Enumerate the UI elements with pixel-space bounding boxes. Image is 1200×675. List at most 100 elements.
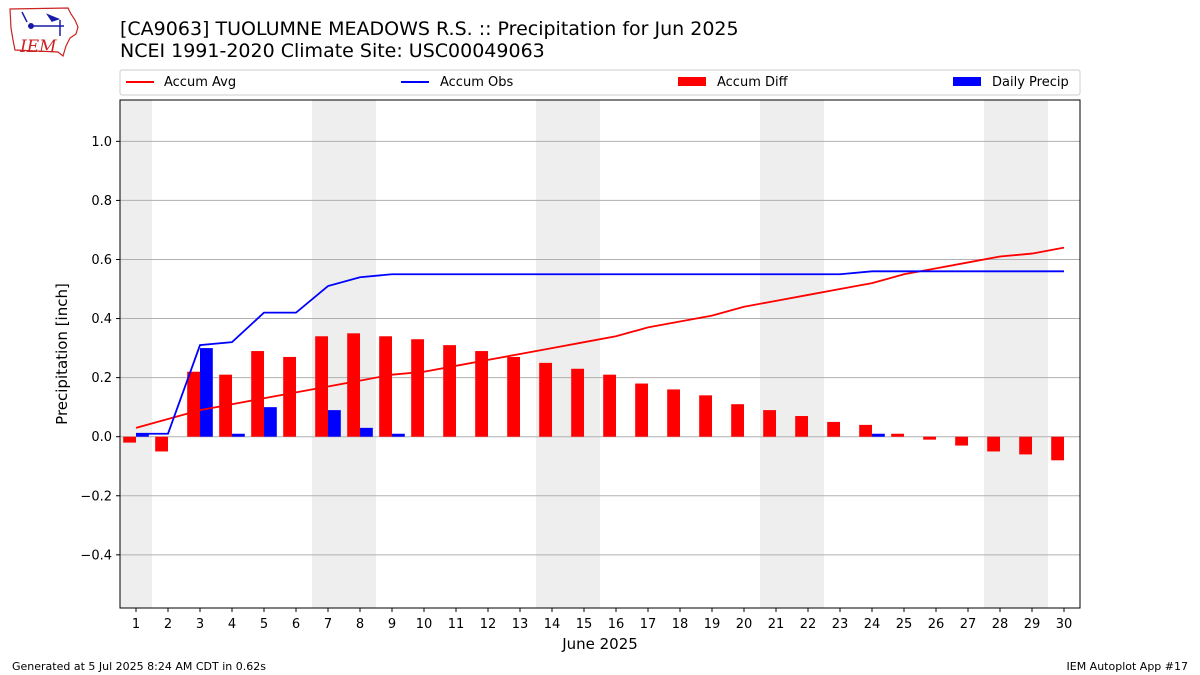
line-accum-obs xyxy=(136,270,1064,435)
bar-accum-diff-day-8 xyxy=(347,333,360,437)
bar-accum-diff-day-20 xyxy=(731,404,744,437)
chart-subtitle: NCEI 1991-2020 Climate Site: USC00049063 xyxy=(120,40,545,62)
footer-generated: Generated at 5 Jul 2025 8:24 AM CDT in 0… xyxy=(12,660,266,673)
legend-label-accum-diff: Accum Diff xyxy=(717,75,789,90)
weekend-band-28 xyxy=(984,100,1016,608)
lines xyxy=(135,246,1065,435)
bar-accum-diff-day-17 xyxy=(635,383,648,437)
y-tick-label: 0.0 xyxy=(91,430,112,445)
y-tick-label: 1.0 xyxy=(91,135,112,150)
bar-accum-diff-day-9 xyxy=(379,336,392,437)
x-tick-label: 3 xyxy=(196,617,204,632)
bar-daily-precip-day-3 xyxy=(200,348,213,437)
x-tick-label: 13 xyxy=(512,617,529,632)
bar-accum-diff-day-23 xyxy=(827,421,840,437)
x-tick-label: 6 xyxy=(292,617,300,632)
weekend-band-21 xyxy=(760,100,792,608)
x-tick-label: 11 xyxy=(448,617,465,632)
grid-lines xyxy=(120,140,1080,556)
y-tick-label: 0.2 xyxy=(91,371,112,386)
x-tick-label: 22 xyxy=(800,617,817,632)
weekend-band-29 xyxy=(1016,100,1048,608)
weekend-band-22 xyxy=(792,100,824,608)
iowa-map-outline-icon xyxy=(9,7,79,58)
bar-accum-diff-day-28 xyxy=(987,436,1000,452)
weather-station-icon xyxy=(21,11,64,36)
x-tick-label: 27 xyxy=(960,617,977,632)
x-tick-label: 29 xyxy=(1024,617,1041,632)
iem-logo[interactable]: IEM xyxy=(9,7,79,58)
legend: Accum Avg Accum Obs Accum Diff Daily Pre… xyxy=(119,69,1081,96)
y-tick-label: −0.4 xyxy=(80,548,112,563)
x-tick-label: 26 xyxy=(928,617,945,632)
bar-accum-diff-day-22 xyxy=(795,416,808,437)
bar-accum-diff-day-5 xyxy=(251,351,264,437)
x-tick-label: 7 xyxy=(324,617,332,632)
bar-accum-diff-day-29 xyxy=(1019,436,1032,455)
legend-swatch-accum-diff xyxy=(678,77,706,86)
bar-daily-precip-day-1 xyxy=(136,433,149,437)
x-tick-label: 23 xyxy=(832,617,849,632)
x-tick-label: 24 xyxy=(864,617,881,632)
legend-frame xyxy=(119,69,1081,96)
x-tick-label: 8 xyxy=(356,617,364,632)
x-axis-ticks: 1 2 3 4 5 6 7 8 9 10 11 12 13 14 15 16 17 18 19 20 21 22 23 24 2… xyxy=(132,608,1072,632)
legend-label-accum-avg: Accum Avg xyxy=(164,75,236,90)
x-tick-label: 12 xyxy=(480,617,497,632)
x-tick-label: 4 xyxy=(228,617,236,632)
plot-frame xyxy=(119,99,1081,609)
legend-swatch-daily-precip xyxy=(953,77,981,86)
x-tick-label: 1 xyxy=(132,617,140,632)
logo-text: IEM xyxy=(19,37,57,57)
x-tick-label: 15 xyxy=(576,617,593,632)
bar-daily-precip-day-24 xyxy=(872,433,885,437)
y-tick-label: 0.6 xyxy=(91,253,112,268)
x-tick-label: 9 xyxy=(388,617,396,632)
footer-app-id: IEM Autoplot App #17 xyxy=(1067,660,1189,673)
bar-accum-diff-day-1 xyxy=(123,436,136,443)
x-tick-label: 10 xyxy=(416,617,433,632)
bar-accum-diff-day-10 xyxy=(411,339,424,437)
x-tick-label: 20 xyxy=(736,617,753,632)
bar-accum-diff-day-7 xyxy=(315,336,328,437)
line-accum-avg xyxy=(135,246,1065,429)
x-tick-label: 21 xyxy=(768,617,785,632)
bar-accum-diff-day-12 xyxy=(475,351,488,437)
x-tick-label: 19 xyxy=(704,617,721,632)
x-tick-label: 14 xyxy=(544,617,561,632)
bar-accum-diff-day-24 xyxy=(859,424,872,437)
bar-daily-precip-day-8 xyxy=(360,427,373,437)
x-tick-label: 30 xyxy=(1056,617,1073,632)
chart-title: [CA9063] TUOLUMNE MEADOWS R.S. :: Precip… xyxy=(120,18,739,40)
weekend-band-1 xyxy=(120,100,152,608)
bar-accum-diff-day-6 xyxy=(283,356,296,437)
bar-accum-diff-day-27 xyxy=(955,436,968,446)
y-tick-label: 0.4 xyxy=(91,312,112,327)
x-axis-label: June 2025 xyxy=(561,635,638,653)
bar-daily-precip-day-9 xyxy=(392,433,405,437)
weekend-shading xyxy=(120,100,1048,608)
bars xyxy=(123,333,1064,461)
bar-accum-diff-day-19 xyxy=(699,395,712,437)
y-tick-label: −0.2 xyxy=(80,489,112,504)
x-tick-label: 17 xyxy=(640,617,657,632)
bar-accum-diff-day-18 xyxy=(667,389,680,437)
bar-daily-precip-day-5 xyxy=(264,407,277,437)
x-tick-label: 5 xyxy=(260,617,268,632)
bar-accum-diff-day-2 xyxy=(155,436,168,452)
x-tick-label: 28 xyxy=(992,617,1009,632)
bar-accum-diff-day-13 xyxy=(507,356,520,437)
bar-accum-diff-day-15 xyxy=(571,368,584,437)
x-tick-label: 16 xyxy=(608,617,625,632)
legend-label-accum-obs: Accum Obs xyxy=(440,75,513,90)
bar-daily-precip-day-4 xyxy=(232,433,245,437)
bar-accum-diff-day-11 xyxy=(443,345,456,437)
x-tick-label: 2 xyxy=(164,617,172,632)
weekend-band-14 xyxy=(536,100,568,608)
weekend-band-15 xyxy=(568,100,600,608)
bar-accum-diff-day-3 xyxy=(187,371,200,437)
bar-accum-diff-day-26 xyxy=(923,436,936,440)
bar-accum-diff-day-30 xyxy=(1051,436,1064,461)
y-tick-label: 0.8 xyxy=(91,194,112,209)
